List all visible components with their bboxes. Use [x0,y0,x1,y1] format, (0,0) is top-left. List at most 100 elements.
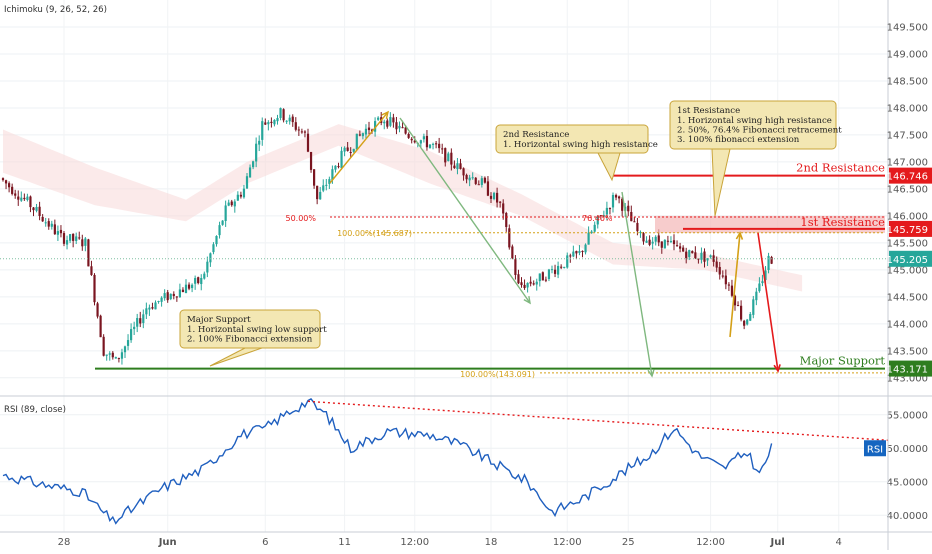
candle-body [4,180,8,184]
candle-body [425,135,429,148]
first-resistance-badge-bg [889,220,932,237]
callout-first-resistance-box [669,100,837,150]
candle-body [386,120,389,127]
candle-body [239,194,242,197]
candle-body [346,147,349,152]
candle-body [703,251,706,262]
red-arrow-down [757,232,779,372]
time-tick-label: 6 [262,537,268,548]
candle-body [557,265,560,275]
candle-body [96,303,99,317]
green-arrow-down-1-head [523,295,531,305]
candle-body [209,253,212,263]
candle-body [84,238,87,246]
candle-body [227,202,230,206]
candle-body [53,224,56,235]
candle-body [178,289,181,298]
rsi-layer: RSI (89, close) 55.0000 50.0000 45.0000 40.0… [0,398,928,525]
candle-body [410,138,413,141]
candle-body [608,208,612,210]
candle-body [258,140,261,145]
candle-body [532,283,535,285]
candle-body [1,178,5,181]
green-arrow-down-2 [621,191,653,377]
candle-body [187,284,191,289]
candle-body [456,163,459,170]
candle-body [267,122,270,125]
candle-body [611,194,615,208]
candle-body [252,161,255,168]
candle-body [422,136,425,140]
candle-body [8,183,11,188]
candle-body [523,284,526,289]
callout-second-resistance-title: 2nd Resistance [503,130,569,140]
price-tick-label: 148.500 [887,76,928,87]
candle-body [483,177,486,183]
candle-body [194,278,197,284]
candle-body [99,315,102,338]
time-tick-label: 28 [58,537,71,548]
candle-body [544,279,547,281]
candle-body [221,220,224,225]
price-tick-label: 148.000 [887,103,928,114]
candle-body [313,169,316,186]
candle-body [724,275,727,285]
candle-body [691,251,694,254]
fib-arrow-up-1-head [381,110,390,119]
candle-body [560,266,563,268]
candle-body [755,291,758,301]
rsi-tick-label: 55.0000 [887,410,928,421]
candle-body [26,196,29,200]
candle-body [163,293,166,299]
candle-body [447,153,450,162]
callout-second-resistance-box [495,124,649,154]
candle-body [56,231,59,235]
candle-body [706,258,709,261]
fib-50-label: 50.00% [285,214,316,223]
candle-body [618,196,621,199]
time-tick-label: 12:00 [553,537,582,548]
candle-body [75,236,78,241]
candle-body [200,277,203,285]
candle-body [407,133,410,138]
candle-body [438,143,441,149]
candle-body [404,127,407,134]
candle-body [621,198,624,211]
rsi-tick-label: 45.0000 [887,477,928,488]
candle-body [23,197,26,200]
candle-body [14,193,17,196]
first-resistance-label: 1st Resistance [800,215,885,229]
price-tick-label: 146.500 [887,184,928,195]
time-tick-label: Jun [158,537,177,548]
candle-body [300,131,303,133]
candle-body [297,129,300,131]
candle-body [120,352,124,359]
green-arrow-down-2-head [647,369,655,378]
candle-body [413,140,416,143]
candle-body [511,246,514,259]
candle-body [273,119,276,125]
fib-100-upper-label: 100.00%(145.687) [337,229,412,238]
candle-body [471,177,474,179]
candle-body [233,201,236,207]
candle-body [645,240,648,243]
candle-body [395,122,398,130]
fib-arrow-up-2 [729,232,741,338]
candle-body [136,318,139,327]
candle-body [675,245,679,247]
candle-body [32,207,35,211]
candle-body [62,233,66,244]
candle-body [102,336,105,356]
candle-body [291,116,294,123]
callout-second-resistance-line: 1. Horizontal swing high resistance [503,140,658,150]
candle-body [712,255,715,262]
candle-body [492,192,496,200]
candle-body [47,221,50,227]
candle-body [770,257,773,264]
candle-body [541,272,544,281]
candle-body [468,177,471,181]
